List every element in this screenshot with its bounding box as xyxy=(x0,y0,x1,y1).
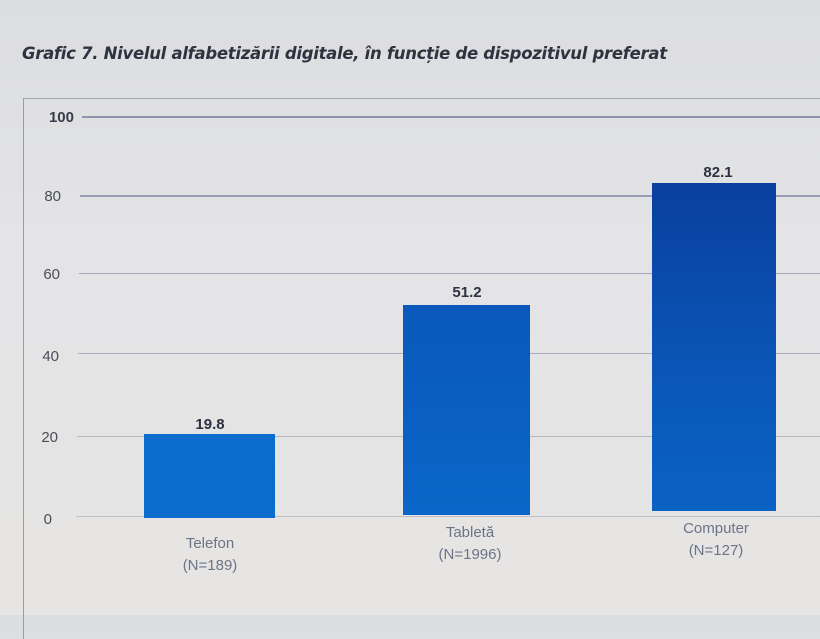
gridline-0 xyxy=(76,516,820,517)
n-label: (N=1996) xyxy=(438,546,502,563)
y-tick-40: 40 xyxy=(42,348,59,365)
y-tick-80: 80 xyxy=(44,188,61,205)
bar-computer xyxy=(652,183,776,511)
bar-tableta xyxy=(403,305,530,515)
value-label-computer: 82.1 xyxy=(703,164,733,181)
plot-area: 100 80 60 40 20 0 19.8 Telefon (N=189) 5… xyxy=(41,109,820,577)
bar-telefon xyxy=(144,434,275,518)
y-tick-100: 100 xyxy=(48,109,74,126)
x-label-computer: Computer (N=127) xyxy=(656,518,776,562)
n-label: (N=189) xyxy=(182,557,238,574)
y-tick-0: 0 xyxy=(43,511,52,528)
category-label: Computer xyxy=(683,520,749,537)
category-label: Tabletă xyxy=(445,524,495,541)
chart-title: Grafic 7. Nivelul alfabetizării digitale… xyxy=(22,44,667,63)
value-label-tableta: 51.2 xyxy=(452,284,482,301)
y-tick-60: 60 xyxy=(43,266,60,283)
x-label-telefon: Telefon (N=189) xyxy=(150,533,270,577)
gridline-100 xyxy=(82,116,820,118)
gridline-60 xyxy=(79,273,820,274)
x-label-tableta: Tabletă (N=1996) xyxy=(410,522,530,566)
n-label: (N=127) xyxy=(688,542,744,559)
y-tick-20: 20 xyxy=(41,429,58,446)
gridline-80 xyxy=(80,195,820,197)
chart-frame xyxy=(23,98,820,639)
value-label-telefon: 19.8 xyxy=(195,416,225,433)
category-label: Telefon xyxy=(185,535,235,552)
